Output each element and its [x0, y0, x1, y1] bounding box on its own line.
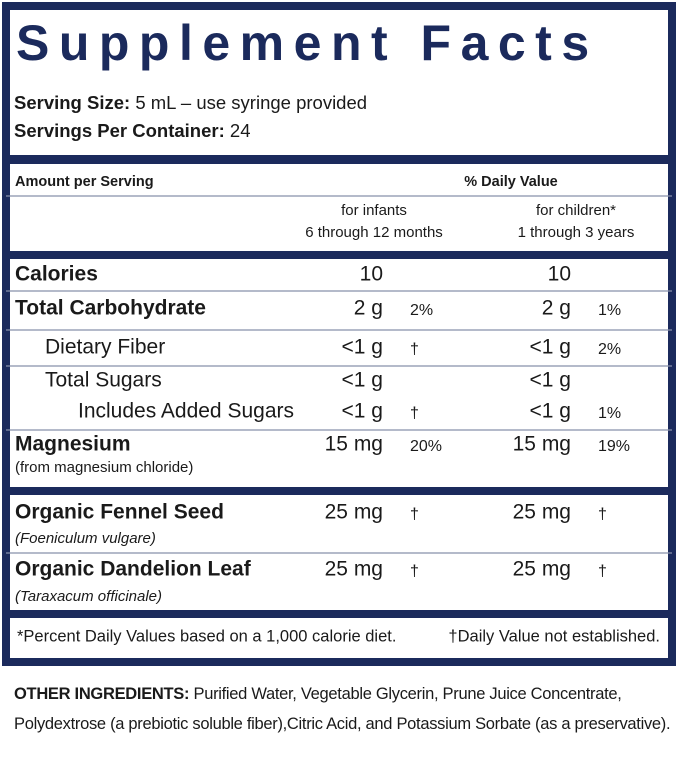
column-label: 6 through 12 months	[305, 224, 443, 241]
other-ingredients: OTHER INGREDIENTS: Purified Water, Veget…	[14, 679, 674, 739]
daily-value: 19%	[598, 438, 630, 455]
nutrient-source: (Taraxacum officinale)	[15, 588, 162, 605]
amount: 25 mg	[325, 501, 383, 524]
amount-header: Amount per Serving	[15, 174, 154, 190]
servings-per-container: Servings Per Container: 24	[14, 120, 250, 141]
title: Supplement Facts	[16, 15, 599, 71]
daily-value: †	[410, 341, 419, 358]
column-label: for infants	[341, 202, 407, 219]
daily-value: †	[410, 506, 419, 523]
amount: 10	[360, 263, 383, 286]
nutrient-name: Organic Dandelion Leaf	[15, 558, 252, 581]
supplement-facts-panel: Supplement Facts Serving Size: 5 mL – us…	[2, 2, 676, 666]
daily-value: 1%	[598, 302, 621, 319]
nutrient-source: (Foeniculum vulgare)	[15, 530, 156, 547]
thick-divider	[6, 155, 672, 164]
daily-value: †	[410, 405, 419, 422]
daily-value: †	[598, 563, 607, 580]
thick-divider	[6, 487, 672, 495]
amount: <1 g	[342, 400, 383, 423]
amount: 25 mg	[325, 558, 383, 581]
amount: 2 g	[542, 297, 571, 320]
daily-value: 1%	[598, 405, 621, 422]
footnote: †Daily Value not established.	[448, 627, 660, 645]
amount: <1 g	[342, 369, 383, 392]
nutrient-name: Magnesium	[15, 433, 131, 456]
footnote: *Percent Daily Values based on a 1,000 c…	[17, 627, 396, 645]
column-label: 1 through 3 years	[518, 224, 635, 241]
column-label: for children*	[536, 202, 616, 219]
panel-border	[2, 2, 676, 666]
daily-value: †	[598, 506, 607, 523]
daily-value: 2%	[598, 341, 621, 358]
thick-divider	[6, 610, 672, 618]
amount: <1 g	[530, 336, 571, 359]
other-ingredients-text: Purified Water, Vegetable Glycerin, Prun…	[14, 685, 671, 733]
daily-value: 20%	[410, 438, 442, 455]
nutrient-name: Includes Added Sugars	[78, 400, 294, 423]
thick-divider	[6, 251, 672, 259]
amount: 2 g	[354, 297, 383, 320]
amount: <1 g	[342, 336, 383, 359]
daily-value: 2%	[410, 302, 433, 319]
serving-size: Serving Size: 5 mL – use syringe provide…	[14, 92, 367, 113]
nutrient-name: Calories	[15, 263, 98, 286]
amount: 10	[548, 263, 571, 286]
daily-value-header: % Daily Value	[464, 174, 558, 190]
other-ingredients-label: OTHER INGREDIENTS:	[14, 685, 190, 703]
amount: <1 g	[530, 400, 571, 423]
amount: <1 g	[530, 369, 571, 392]
amount: 25 mg	[513, 558, 571, 581]
daily-value: †	[410, 563, 419, 580]
nutrient-name: Total Carbohydrate	[15, 297, 206, 320]
amount: 15 mg	[513, 433, 571, 456]
nutrient-rows: Calories 10 10 Total Carbohydrate 2 g 2% 2 g 1%…	[15, 263, 630, 605]
nutrient-name: Total Sugars	[45, 369, 162, 392]
nutrient-name: Dietary Fiber	[45, 336, 165, 359]
amount: 15 mg	[325, 433, 383, 456]
nutrient-source: (from magnesium chloride)	[15, 459, 193, 476]
nutrient-name: Organic Fennel Seed	[15, 501, 224, 524]
amount: 25 mg	[513, 501, 571, 524]
